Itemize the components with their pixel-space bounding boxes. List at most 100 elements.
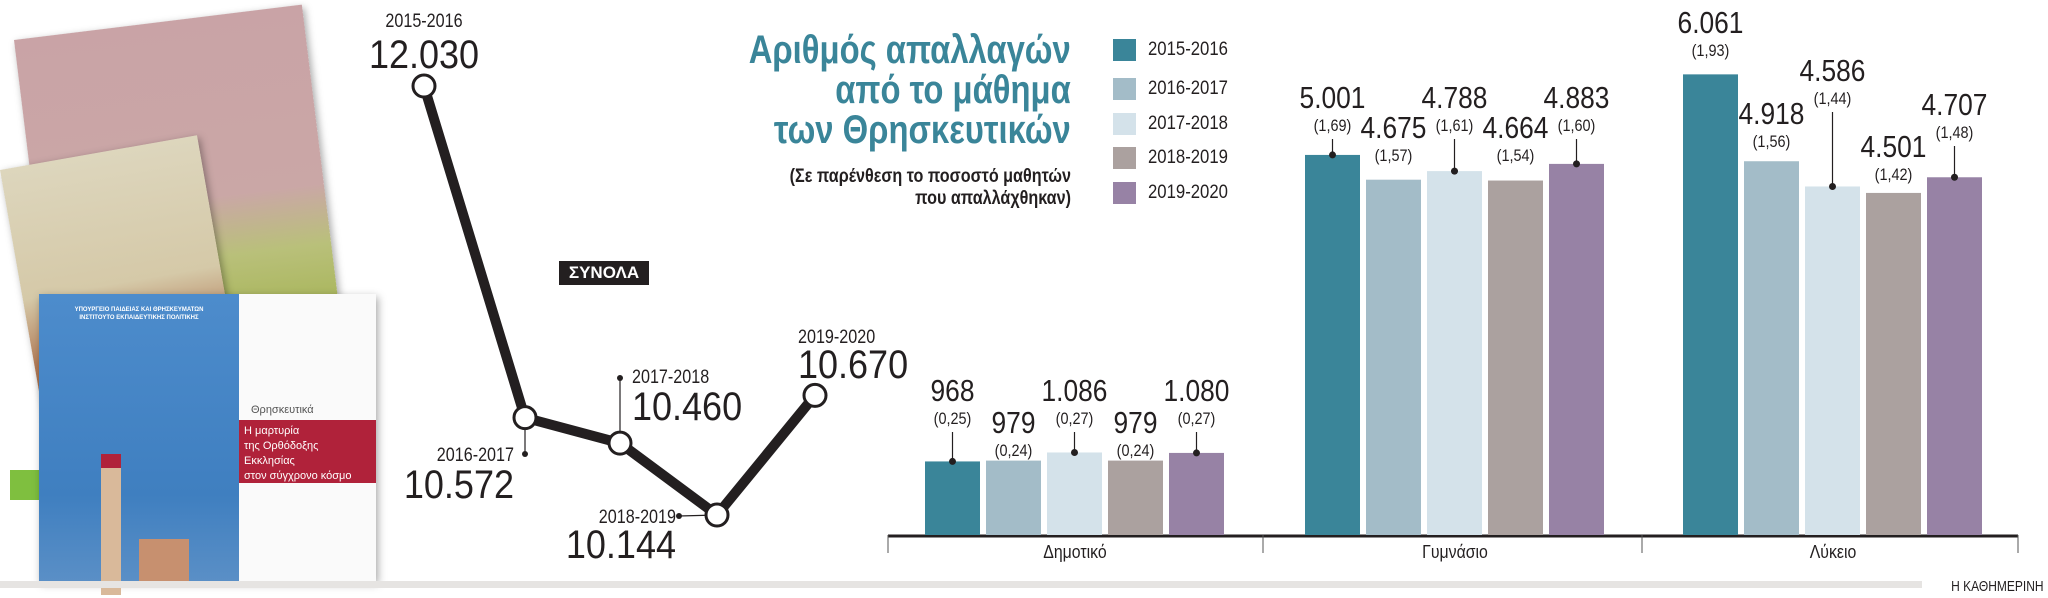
title-line: Αριθμός απαλλαγών xyxy=(748,28,1071,72)
cover-church-drawing xyxy=(139,539,189,581)
title-line: από το μάθημα xyxy=(835,68,1071,112)
bar-percent-label: (1,69) xyxy=(1314,117,1352,135)
totals-badge: ΣΥΝΟΛΑ xyxy=(559,261,649,285)
cover-blue-panel xyxy=(39,294,239,581)
bar-value-label: 4.883 xyxy=(1544,81,1610,115)
year-label: 2017-2018 xyxy=(632,366,709,388)
publisher-line: ΥΠΟΥΡΓΕΙΟ ΠΑΙΔΕΙΑΣ ΚΑΙ ΘΡΗΣΚΕΥΜΑΤΩΝ xyxy=(74,307,204,313)
legend-item: 2015-2016 xyxy=(1113,39,1239,61)
book-cover-front: ΥΠΟΥΡΓΕΙΟ ΠΑΙΔΕΙΑΣ ΚΑΙ ΘΡΗΣΚΕΥΜΑΤΩΝ ΙΝΣΤ… xyxy=(39,294,376,595)
bar-percent-label: (0,27) xyxy=(1178,410,1216,428)
total-value-label: 10.460 xyxy=(632,385,742,429)
legend-swatch xyxy=(1113,147,1136,169)
bar-2017-2018 xyxy=(1047,452,1102,535)
bar-percent-label: (0,25) xyxy=(934,410,972,428)
chart-title: Αριθμός απαλλαγών από το μάθημα των Θρησ… xyxy=(749,30,1071,150)
bar-percent-label: (1,48) xyxy=(1936,124,1974,142)
totals-point xyxy=(411,73,437,99)
totals-point xyxy=(512,405,538,431)
category-label: Γυμνάσιο xyxy=(1421,542,1488,562)
bar-value-label: 4.788 xyxy=(1422,81,1488,115)
bar-2018-2019 xyxy=(1108,460,1163,535)
category-label: Δημοτικό xyxy=(1042,542,1107,562)
bar-value-label: 1.086 xyxy=(1042,374,1108,408)
bar-2019-2020 xyxy=(1927,177,1982,535)
publisher-line: ΙΝΣΤΙΤΟΥΤΟ ΕΚΠΑΙΔΕΥΤΙΚΗΣ ΠΟΛΙΤΙΚΗΣ xyxy=(79,315,199,321)
footer-rule xyxy=(0,581,1922,588)
bar-2016-2017 xyxy=(986,460,1041,535)
bar-2018-2019 xyxy=(1866,192,1921,535)
bar-2017-2018 xyxy=(1427,171,1482,535)
leader-dot xyxy=(1071,448,1078,456)
cover-publisher: ΥΠΟΥΡΓΕΙΟ ΠΑΙΔΕΙΑΣ ΚΑΙ ΘΡΗΣΚΕΥΜΑΤΩΝ ΙΝΣΤ… xyxy=(49,306,229,322)
bar-value-label: 4.664 xyxy=(1483,111,1549,145)
legend-label: 2019-2020 xyxy=(1148,182,1228,203)
legend-label: 2015-2016 xyxy=(1148,39,1228,60)
bar-percent-label: (1,57) xyxy=(1375,147,1413,165)
total-value-label: 10.572 xyxy=(404,463,514,507)
chart-subtitle: (Σε παρένθεση το ποσοστό μαθητών που απα… xyxy=(790,166,1071,210)
legend-label: 2016-2017 xyxy=(1148,78,1228,99)
bar-percent-label: (1,56) xyxy=(1753,133,1791,151)
bar-percent-label: (1,44) xyxy=(1814,90,1852,108)
legend-item: 2018-2019 xyxy=(1113,147,1239,169)
bar-percent-label: (1,93) xyxy=(1692,42,1730,60)
bar-2018-2019 xyxy=(1488,180,1543,535)
legend-item: 2017-2018 xyxy=(1113,113,1239,135)
bar-value-label: 4.707 xyxy=(1922,88,1988,122)
cover-title-line: Η μαρτυρία xyxy=(244,425,300,437)
bar-percent-label: (0,27) xyxy=(1056,410,1094,428)
totals-point xyxy=(607,430,633,456)
bar-value-label: 4.501 xyxy=(1861,130,1927,164)
total-value-label: 10.144 xyxy=(566,523,676,567)
bar-2017-2018 xyxy=(1805,186,1860,536)
leader-dot xyxy=(1829,182,1836,190)
bar-2015-2016 xyxy=(925,461,980,535)
bar-percent-label: (1,61) xyxy=(1436,117,1474,135)
bar-2016-2017 xyxy=(1366,179,1421,535)
bar-value-label: 1.080 xyxy=(1164,374,1230,408)
legend-label: 2017-2018 xyxy=(1148,113,1228,134)
bar-percent-label: (1,54) xyxy=(1497,147,1535,165)
bar-percent-label: (1,42) xyxy=(1875,166,1913,184)
bar-2015-2016 xyxy=(1683,74,1738,535)
cover-title-line: της Ορθόδοξης Εκκλησίας xyxy=(244,440,319,467)
bar-percent-label: (1,60) xyxy=(1558,117,1596,135)
subtitle-line: (Σε παρένθεση το ποσοστό μαθητών xyxy=(789,166,1071,187)
total-value-label: 12.030 xyxy=(369,33,479,77)
legend-swatch xyxy=(1113,39,1136,61)
bar-2019-2020 xyxy=(1549,163,1604,535)
legend-item: 2019-2020 xyxy=(1113,182,1239,204)
year-label: 2016-2017 xyxy=(437,444,514,466)
year-label: 2019-2020 xyxy=(798,326,875,348)
category-label: Λύκειο xyxy=(1809,542,1856,562)
leader-dot xyxy=(617,375,623,381)
bar-value-label: 979 xyxy=(992,406,1036,440)
bar-2016-2017 xyxy=(1744,161,1799,535)
leader-dot xyxy=(1193,449,1200,457)
bar-value-label: 5.001 xyxy=(1300,81,1366,115)
bar-2019-2020 xyxy=(1169,452,1224,535)
leader-dot xyxy=(1573,160,1580,168)
year-label: 2018-2019 xyxy=(599,506,676,528)
bar-value-label: 4.675 xyxy=(1361,111,1427,145)
leader-dot xyxy=(522,451,528,457)
cover-title-box: Η μαρτυρία της Ορθόδοξης Εκκλησίας στον … xyxy=(239,420,376,483)
totals-point xyxy=(704,502,730,528)
totals-point xyxy=(802,382,828,408)
legend-swatch xyxy=(1113,78,1136,100)
legend-swatch xyxy=(1113,113,1136,135)
cover-tower-drawing xyxy=(101,454,121,595)
leader-dot xyxy=(1451,167,1458,175)
legend-item: 2016-2017 xyxy=(1113,78,1239,100)
legend-swatch xyxy=(1113,182,1136,204)
subtitle-line: που απαλλάχθηκαν) xyxy=(915,188,1071,209)
bar-value-label: 4.586 xyxy=(1800,54,1866,88)
bar-value-label: 979 xyxy=(1114,406,1158,440)
cover-subject: Θρησκευτικά xyxy=(251,404,314,416)
total-value-label: 10.670 xyxy=(798,343,908,387)
bar-2015-2016 xyxy=(1305,154,1360,535)
bar-value-label: 968 xyxy=(931,374,975,408)
bar-value-label: 6.061 xyxy=(1678,6,1744,40)
